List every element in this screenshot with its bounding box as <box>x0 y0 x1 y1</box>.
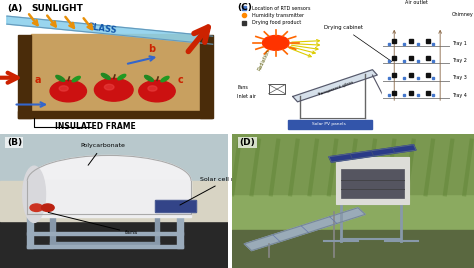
Circle shape <box>139 80 175 102</box>
Ellipse shape <box>72 76 80 82</box>
Circle shape <box>50 80 86 102</box>
Bar <box>50 214 55 244</box>
Text: (C): (C) <box>237 3 252 12</box>
Circle shape <box>30 204 43 211</box>
Bar <box>155 214 159 244</box>
Text: Polycarbonate: Polycarbonate <box>80 143 125 165</box>
Bar <box>27 214 33 248</box>
Bar <box>382 32 450 110</box>
Bar <box>27 245 183 248</box>
Text: b: b <box>148 44 155 54</box>
Ellipse shape <box>118 74 126 80</box>
Circle shape <box>41 204 54 211</box>
Ellipse shape <box>23 166 46 222</box>
Text: Tray 2: Tray 2 <box>452 58 467 63</box>
Bar <box>27 181 191 214</box>
Bar <box>18 111 211 118</box>
Ellipse shape <box>27 155 191 206</box>
Text: Drying cabinet: Drying cabinet <box>324 25 392 62</box>
Bar <box>0 134 228 221</box>
Circle shape <box>104 84 114 90</box>
Polygon shape <box>7 16 213 44</box>
Text: Tray 1: Tray 1 <box>452 41 467 46</box>
Text: Chimney: Chimney <box>452 12 474 17</box>
Bar <box>0 221 228 268</box>
Bar <box>177 214 183 248</box>
Text: Tray 4: Tray 4 <box>452 93 467 98</box>
Circle shape <box>263 35 289 50</box>
Text: SUNLIGHT: SUNLIGHT <box>32 4 84 13</box>
Circle shape <box>94 78 133 101</box>
Text: Radiation: Radiation <box>256 49 271 72</box>
Text: (A): (A) <box>7 4 22 13</box>
Bar <box>155 200 196 212</box>
Bar <box>31 34 200 111</box>
Text: a: a <box>34 75 41 85</box>
Text: Fans: Fans <box>237 85 248 90</box>
Ellipse shape <box>161 76 169 82</box>
Bar <box>232 134 474 194</box>
Polygon shape <box>329 145 416 162</box>
Circle shape <box>148 86 157 91</box>
Text: GLASS: GLASS <box>86 22 118 35</box>
Polygon shape <box>245 208 365 251</box>
Polygon shape <box>382 20 450 32</box>
Bar <box>27 180 191 217</box>
Bar <box>403 11 428 13</box>
Text: Solar PV panels: Solar PV panels <box>312 122 346 126</box>
Circle shape <box>59 86 68 91</box>
Text: Solar cell module: Solar cell module <box>180 177 255 205</box>
Text: c: c <box>177 75 183 85</box>
Text: (D): (D) <box>239 138 255 147</box>
Bar <box>341 169 404 198</box>
Bar <box>232 230 474 268</box>
Bar <box>406 13 426 20</box>
Text: INSULATED FRAME: INSULATED FRAME <box>55 122 136 131</box>
Text: Location of RTD sensors: Location of RTD sensors <box>252 6 310 10</box>
Ellipse shape <box>56 75 65 81</box>
Bar <box>268 84 285 94</box>
Polygon shape <box>292 70 377 102</box>
Bar <box>336 157 409 204</box>
Bar <box>50 242 159 244</box>
Bar <box>200 35 213 118</box>
Text: Transparent glass: Transparent glass <box>317 80 354 97</box>
Text: Inlet air: Inlet air <box>237 94 256 99</box>
Text: Tray 3: Tray 3 <box>452 75 467 80</box>
Bar <box>0 181 228 221</box>
Text: (B): (B) <box>7 138 22 147</box>
Text: Humidity transmitter: Humidity transmitter <box>252 13 304 18</box>
Bar <box>288 120 373 129</box>
Ellipse shape <box>101 73 110 79</box>
Bar <box>155 200 196 212</box>
Text: Drying food product: Drying food product <box>252 20 301 25</box>
Text: Air outlet: Air outlet <box>404 0 428 5</box>
Ellipse shape <box>145 75 154 81</box>
Bar <box>18 35 31 118</box>
Bar <box>27 233 183 234</box>
Text: fans: fans <box>48 212 138 236</box>
